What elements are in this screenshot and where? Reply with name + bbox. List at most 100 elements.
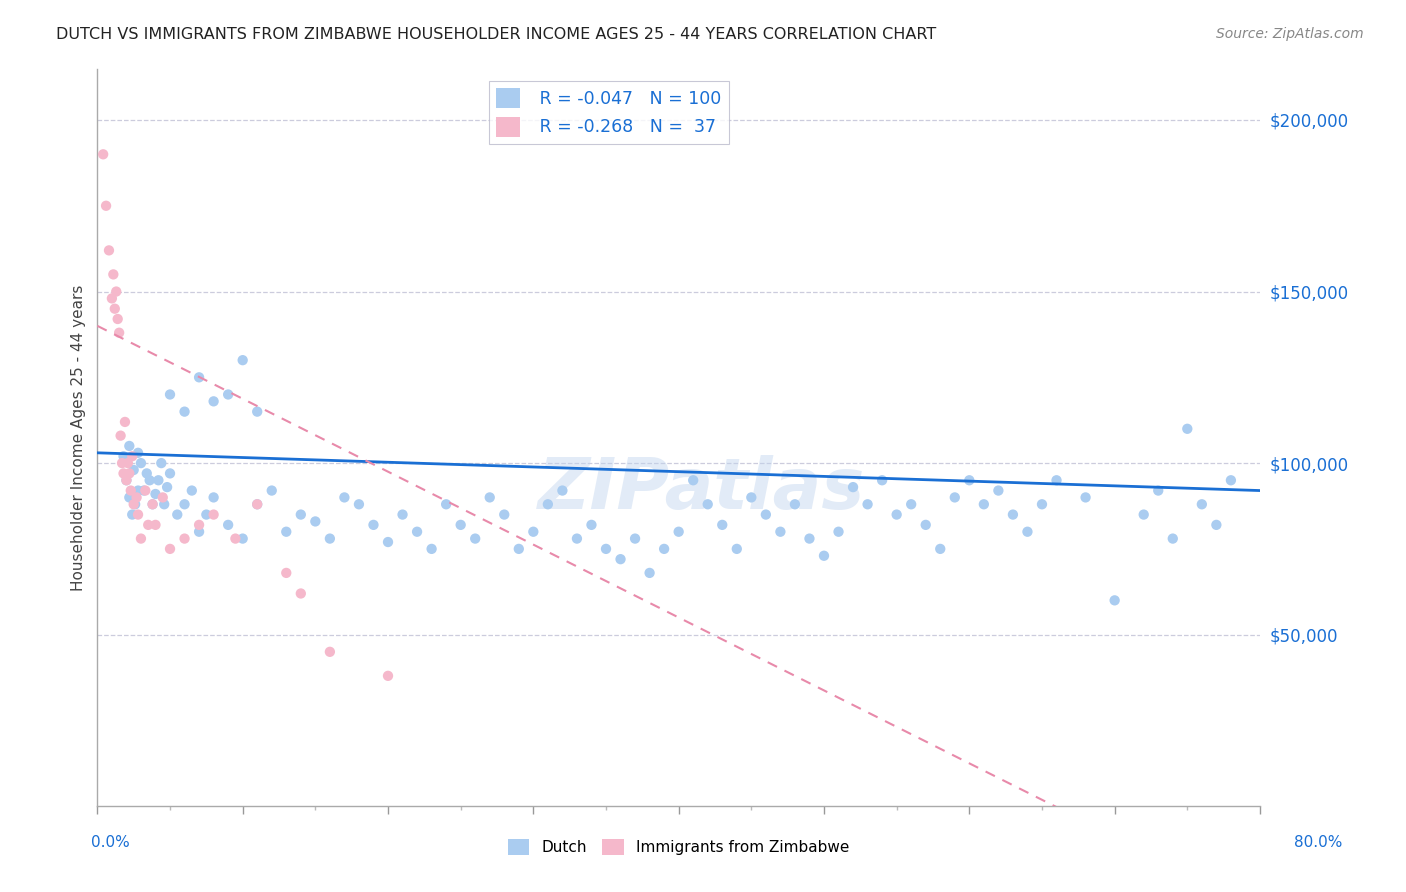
- Point: [94, 199, 117, 213]
- Point: [377, 669, 399, 683]
- Point: [188, 524, 211, 539]
- Point: [565, 532, 588, 546]
- Point: [363, 517, 385, 532]
- Point: [711, 517, 734, 532]
- Point: [1074, 491, 1097, 505]
- Point: [1001, 508, 1024, 522]
- Point: [609, 552, 631, 566]
- Point: [125, 491, 148, 505]
- Point: [652, 541, 675, 556]
- Point: [347, 497, 370, 511]
- Point: [1205, 517, 1227, 532]
- Point: [188, 517, 211, 532]
- Point: [1132, 508, 1154, 522]
- Point: [153, 497, 176, 511]
- Point: [929, 541, 952, 556]
- Point: [551, 483, 574, 498]
- Point: [173, 532, 195, 546]
- Point: [142, 497, 165, 511]
- Point: [464, 532, 486, 546]
- Point: [290, 508, 312, 522]
- Point: [122, 497, 145, 511]
- Point: [173, 404, 195, 418]
- Point: [246, 497, 269, 511]
- Point: [827, 524, 849, 539]
- Y-axis label: Householder Income Ages 25 - 44 years: Householder Income Ages 25 - 44 years: [72, 285, 86, 591]
- Point: [159, 387, 181, 401]
- Point: [1191, 497, 1213, 511]
- Point: [195, 508, 218, 522]
- Point: [121, 508, 143, 522]
- Point: [957, 473, 980, 487]
- Legend:  R = -0.047   N = 100,  R = -0.268   N =  37: R = -0.047 N = 100, R = -0.268 N = 37: [489, 81, 728, 144]
- Text: 80.0%: 80.0%: [1295, 836, 1343, 850]
- Point: [150, 456, 173, 470]
- Point: [799, 532, 821, 546]
- Point: [98, 244, 121, 258]
- Point: [725, 541, 748, 556]
- Point: [987, 483, 1010, 498]
- Point: [886, 508, 908, 522]
- Point: [450, 517, 472, 532]
- Point: [1161, 532, 1184, 546]
- Point: [856, 497, 879, 511]
- Point: [217, 517, 239, 532]
- Point: [104, 301, 127, 316]
- Point: [166, 508, 188, 522]
- Point: [117, 456, 139, 470]
- Point: [581, 517, 603, 532]
- Point: [1147, 483, 1170, 498]
- Point: [91, 147, 114, 161]
- Point: [121, 449, 143, 463]
- Point: [132, 483, 155, 498]
- Text: ZIPatlas: ZIPatlas: [538, 455, 866, 524]
- Point: [1031, 497, 1053, 511]
- Point: [624, 532, 647, 546]
- Point: [188, 370, 211, 384]
- Point: [900, 497, 922, 511]
- Point: [842, 480, 865, 494]
- Point: [120, 483, 142, 498]
- Point: [145, 487, 167, 501]
- Point: [1045, 473, 1067, 487]
- Point: [377, 535, 399, 549]
- Point: [124, 497, 146, 511]
- Point: [127, 483, 149, 498]
- Point: [202, 508, 225, 522]
- Point: [115, 473, 138, 487]
- Point: [142, 497, 165, 511]
- Point: [122, 463, 145, 477]
- Point: [914, 517, 936, 532]
- Point: [115, 473, 138, 487]
- Point: [696, 497, 718, 511]
- Point: [135, 467, 157, 481]
- Point: [138, 473, 160, 487]
- Point: [129, 456, 152, 470]
- Point: [973, 497, 995, 511]
- Point: [159, 541, 181, 556]
- Point: [246, 404, 269, 418]
- Point: [943, 491, 966, 505]
- Point: [127, 508, 149, 522]
- Point: [232, 353, 254, 368]
- Point: [118, 467, 141, 481]
- Point: [434, 497, 457, 511]
- Text: 0.0%: 0.0%: [91, 836, 131, 850]
- Point: [276, 524, 298, 539]
- Point: [202, 394, 225, 409]
- Point: [112, 449, 135, 463]
- Point: [783, 497, 806, 511]
- Point: [304, 515, 326, 529]
- Point: [118, 439, 141, 453]
- Point: [217, 387, 239, 401]
- Point: [173, 497, 195, 511]
- Point: [246, 497, 269, 511]
- Point: [152, 491, 174, 505]
- Point: [180, 483, 202, 498]
- Point: [813, 549, 835, 563]
- Point: [870, 473, 893, 487]
- Point: [333, 491, 356, 505]
- Point: [1017, 524, 1039, 539]
- Point: [668, 524, 690, 539]
- Point: [1104, 593, 1126, 607]
